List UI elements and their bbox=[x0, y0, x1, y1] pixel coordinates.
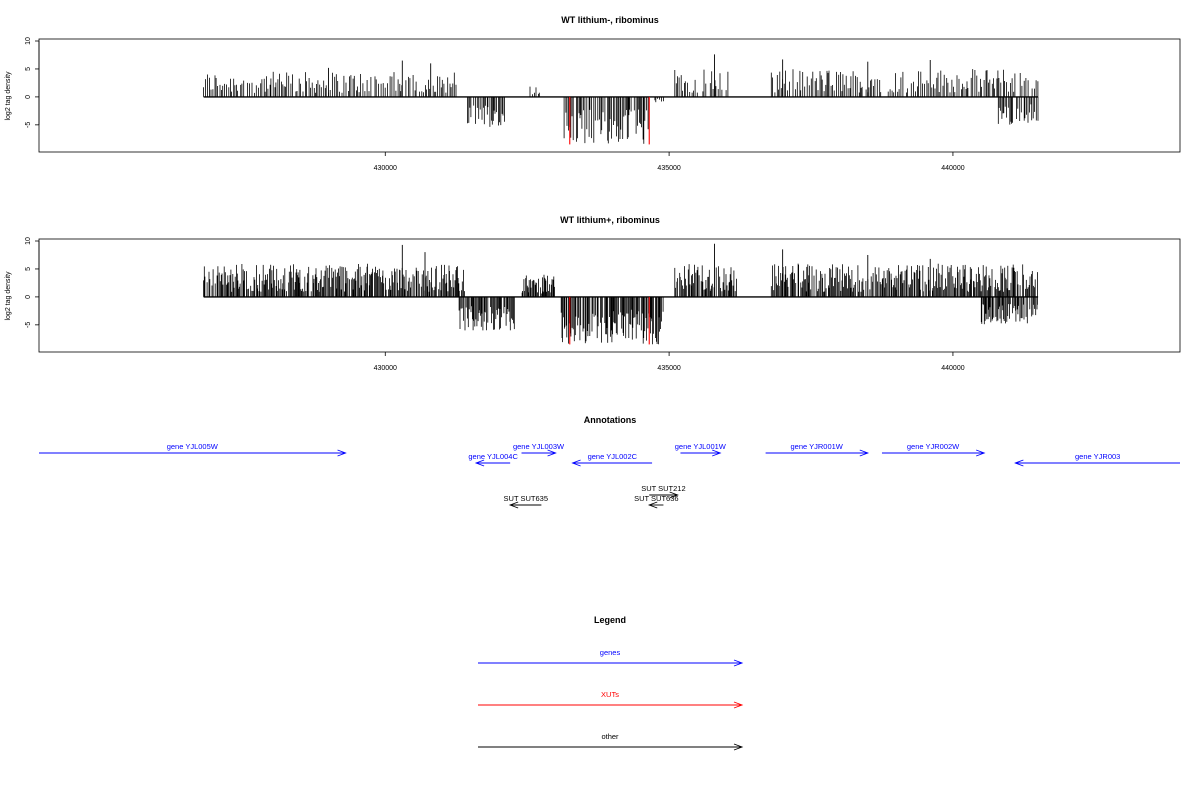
x-axis: 430000 435000 440000 bbox=[374, 352, 965, 372]
x-tick-label: 440000 bbox=[941, 365, 964, 372]
y-tick-label: 0 bbox=[25, 95, 32, 99]
legend-label: genes bbox=[600, 648, 621, 657]
legend-panel: Legend genes XUTs other bbox=[478, 615, 744, 751]
y-tick-label: 5 bbox=[25, 267, 32, 271]
legend-items: genes XUTs other bbox=[478, 648, 744, 751]
arrowhead bbox=[547, 449, 557, 457]
x-tick-label: 435000 bbox=[657, 365, 680, 372]
feature-label: gene YJL003W bbox=[513, 442, 565, 451]
y-axis: -5 0 5 10 bbox=[25, 37, 40, 128]
arrowhead bbox=[571, 459, 581, 467]
y-tick-label: -5 bbox=[25, 122, 32, 128]
feature-label: SUT SUT212 bbox=[641, 484, 685, 493]
arrowhead bbox=[859, 449, 870, 457]
x-axis: 430000 435000 440000 bbox=[374, 152, 965, 172]
x-tick-label: 430000 bbox=[374, 365, 397, 372]
legend-label: other bbox=[601, 732, 619, 741]
signal-bars bbox=[203, 243, 1039, 345]
y-axis: -5 0 5 10 bbox=[25, 237, 40, 328]
x-tick-label: 430000 bbox=[374, 165, 397, 172]
feature-label: gene YJL002C bbox=[588, 452, 638, 461]
signal-bars bbox=[203, 54, 1039, 145]
legend-label: XUTs bbox=[601, 690, 619, 699]
track-panel-lithium-minus: WT lithium-, ribominus log2 tag density … bbox=[5, 15, 1181, 172]
y-tick-label: 5 bbox=[25, 67, 32, 71]
legend-title: Legend bbox=[594, 615, 626, 625]
feature-label: gene YJL005W bbox=[167, 442, 219, 451]
track-title: WT lithium-, ribominus bbox=[561, 15, 659, 25]
y-tick-label: -5 bbox=[25, 322, 32, 328]
feature-label: SUT SUT636 bbox=[634, 494, 678, 503]
feature-label: gene YJR003 bbox=[1075, 452, 1120, 461]
arrowhead bbox=[474, 459, 485, 467]
arrowhead bbox=[712, 449, 722, 457]
y-tick-label: 10 bbox=[25, 237, 32, 245]
feature-label: gene YJL004C bbox=[468, 452, 518, 461]
arrowhead bbox=[647, 501, 658, 509]
y-tick-label: 0 bbox=[25, 295, 32, 299]
arrowhead bbox=[669, 491, 679, 499]
arrowhead bbox=[733, 701, 744, 709]
track-panel-lithium-plus: WT lithium+, ribominus log2 tag density … bbox=[5, 215, 1181, 372]
y-axis-label: log2 tag density bbox=[5, 71, 12, 121]
feature-label: gene YJR001W bbox=[790, 442, 843, 451]
x-tick-label: 435000 bbox=[657, 165, 680, 172]
arrowhead bbox=[733, 659, 744, 667]
feature-label: gene YJR002W bbox=[907, 442, 960, 451]
arrowhead bbox=[337, 449, 347, 457]
arrowhead bbox=[1014, 459, 1024, 467]
y-axis-label: log2 tag density bbox=[5, 271, 12, 321]
feature-label: gene YJL001W bbox=[675, 442, 727, 451]
feature-label: SUT SUT635 bbox=[504, 494, 548, 503]
arrowhead bbox=[508, 501, 519, 509]
arrowhead bbox=[975, 449, 986, 457]
x-tick-label: 440000 bbox=[941, 165, 964, 172]
track-title: WT lithium+, ribominus bbox=[560, 215, 660, 225]
y-tick-label: 10 bbox=[25, 37, 32, 45]
arrowhead bbox=[733, 743, 744, 751]
annotations-title: Annotations bbox=[584, 415, 637, 425]
